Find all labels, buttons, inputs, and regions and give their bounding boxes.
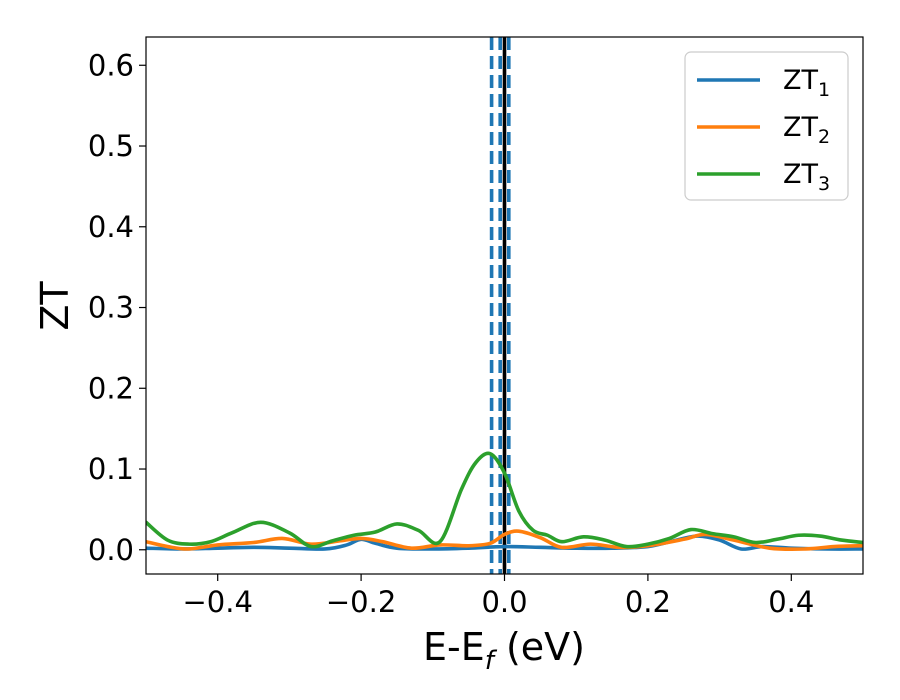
legend-label: ZT1 — [783, 65, 830, 101]
legend-box — [684, 51, 849, 201]
legend: ZT1 ZT2 ZT3 — [684, 51, 849, 201]
x-tick-label: 0.2 — [625, 585, 671, 619]
y-tick-label: 0.0 — [88, 533, 134, 567]
y-tick-label: 0.1 — [88, 452, 134, 486]
legend-label: ZT2 — [783, 112, 830, 148]
x-axis-ticks: −0.4 −0.2 0.0 0.2 0.4 — [182, 574, 814, 619]
y-axis-ticks: 0.0 0.1 0.2 0.3 0.4 0.5 0.6 — [88, 48, 146, 567]
series-lines — [146, 451, 863, 552]
x-tick-label: −0.4 — [182, 585, 252, 619]
legend-label: ZT3 — [783, 159, 830, 195]
y-tick-label: 0.2 — [88, 371, 134, 405]
y-tick-label: 0.4 — [88, 210, 134, 244]
x-tick-label: 0.0 — [481, 585, 527, 619]
y-tick-label: 0.6 — [88, 48, 134, 82]
series-line-zt3 — [146, 451, 863, 549]
series-line-zt2 — [146, 529, 863, 552]
x-tick-label: 0.4 — [768, 585, 814, 619]
y-tick-label: 0.3 — [88, 291, 134, 325]
x-axis-label: E-Ef (eV) — [423, 625, 585, 676]
series-line-zt1 — [146, 534, 863, 551]
y-tick-label: 0.5 — [88, 129, 134, 163]
y-axis-label: ZT — [33, 281, 77, 331]
x-axis-label-unit: (eV) — [494, 625, 585, 669]
x-axis-label-main: E-E — [423, 625, 485, 669]
x-tick-label: −0.2 — [326, 585, 396, 619]
